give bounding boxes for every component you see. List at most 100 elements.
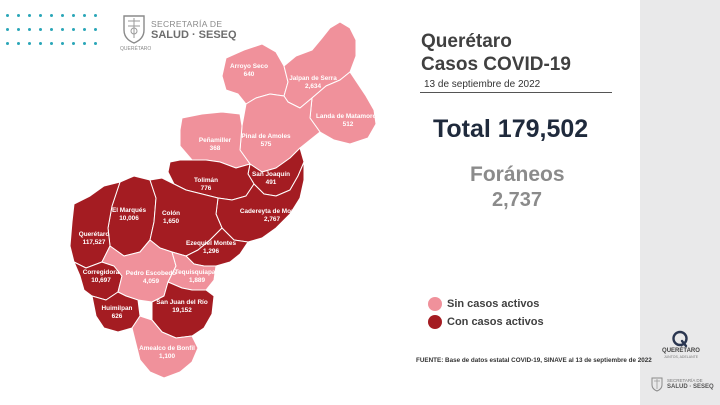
- map-title: Querétaro: [421, 31, 512, 52]
- label-san-joaquin: San Joaquín 491: [252, 171, 290, 186]
- queretaro-q-icon: [672, 330, 688, 348]
- title-divider: [420, 92, 612, 93]
- label-tequisquiapan: Tequisquiapan 1,889: [175, 269, 220, 284]
- decorative-dot: [61, 14, 64, 17]
- foraneos-label: Foráneos: [470, 163, 565, 186]
- label-toliman: Tolimán 776: [194, 177, 218, 192]
- decorative-dot: [72, 42, 75, 45]
- decorative-dot: [61, 28, 64, 31]
- report-date: 13 de septiembre de 2022: [424, 79, 541, 90]
- label-colon-name: Colón: [162, 210, 180, 217]
- label-penamiller-name: Peñamiller: [199, 137, 232, 144]
- label-pedro-cases: 4,059: [143, 278, 159, 285]
- label-toliman-name: Tolimán: [194, 177, 218, 184]
- org-line-3: QUERÉTARO: [120, 46, 152, 52]
- label-cadereyta-cases: 2,767: [264, 216, 280, 223]
- label-el-marques: El Marqués 10,006: [112, 207, 147, 222]
- region-tequisquiapan: [167, 251, 217, 291]
- label-ezequiel-name: Ezequiel Montes: [186, 240, 237, 247]
- label-tequisquiapan-cases: 1,889: [189, 277, 205, 284]
- queretaro-logo-tagline: JUNTOS, ADELANTE: [663, 355, 699, 359]
- label-landa-cases: 512: [343, 121, 354, 128]
- label-el-marques-cases: 10,006: [119, 215, 139, 222]
- decorative-dot: [61, 42, 64, 45]
- decorative-dot: [39, 14, 42, 17]
- region-amealco: [131, 315, 199, 379]
- label-pinal-cases: 575: [261, 141, 272, 148]
- legend-no-active-label: Sin casos activos: [447, 298, 540, 310]
- label-colon: Colón 1,650: [162, 210, 180, 225]
- label-pedro-name: Pedro Escobedo: [126, 270, 177, 277]
- label-san-juan-name: San Juan del Río: [156, 299, 208, 306]
- label-corregidora-name: Corregidora: [83, 269, 120, 276]
- side-org-line-2: SALUD · SESEQ: [667, 384, 714, 390]
- decorative-dot: [83, 42, 86, 45]
- label-arroyo-seco-name: Arroyo Seco: [230, 63, 268, 70]
- decorative-dot: [28, 42, 31, 45]
- label-jalpan: Jalpan de Serra 2,634: [289, 75, 337, 90]
- label-amealco-name: Amealco de Bonfil: [139, 345, 195, 352]
- decorative-dot: [83, 14, 86, 17]
- label-tequisquiapan-name: Tequisquiapan: [175, 269, 220, 276]
- label-pinal: Pinal de Amoles 575: [241, 133, 291, 148]
- side-org-line-1: SECRETARÍA DE: [667, 378, 703, 383]
- legend-no-active-swatch: [428, 297, 442, 311]
- legend-active-label: Con casos activos: [447, 316, 544, 328]
- decorative-dot: [94, 42, 97, 45]
- label-jalpan-cases: 2,634: [305, 83, 321, 90]
- decorative-dot: [83, 28, 86, 31]
- decorative-dot: [50, 14, 53, 17]
- label-corregidora-cases: 10,697: [91, 277, 111, 284]
- label-ezequiel-cases: 1,296: [203, 248, 219, 255]
- label-corregidora: Corregidora 10,697: [83, 269, 120, 284]
- source-note: FUENTE: Base de datos estatal COVID-19, …: [416, 357, 652, 364]
- label-san-joaquin-name: San Joaquín: [252, 171, 290, 178]
- decorative-dot: [50, 28, 53, 31]
- decorative-dot-grid: [6, 14, 106, 50]
- label-huimilpan: Huimilpan 626: [102, 305, 133, 320]
- label-penamiller: Peñamiller 368: [199, 137, 232, 152]
- queretaro-municipalities-map: Arroyo Seco 640 Jalpan de Serra 2,634 Land…: [70, 22, 380, 379]
- total-cases: Total 179,502: [433, 115, 589, 143]
- label-arroyo-seco: Arroyo Seco 640: [230, 63, 268, 78]
- decorative-dot: [72, 14, 75, 17]
- queretaro-logo-name: QUERÉTARO: [662, 348, 700, 354]
- map-subtitle: Casos COVID-19: [421, 54, 571, 75]
- label-ezequiel: Ezequiel Montes 1,296: [186, 240, 237, 255]
- decorative-dot: [17, 42, 20, 45]
- label-penamiller-cases: 368: [210, 145, 221, 152]
- decorative-dot: [28, 14, 31, 17]
- decorative-dot: [17, 14, 20, 17]
- side-seal-icon: [651, 377, 663, 392]
- legend-active-swatch: [428, 315, 442, 329]
- label-landa-name: Landa de Matamoros: [316, 113, 380, 120]
- decorative-dot: [6, 28, 9, 31]
- seseq-logo: SECRETARÍA DE SALUD · SESEQ QUERÉTARO: [120, 12, 240, 54]
- label-queretaro-cases: 117,527: [83, 239, 106, 246]
- org-line-1: SECRETARÍA DE: [151, 19, 223, 29]
- label-amealco-cases: 1,100: [159, 353, 175, 360]
- org-line-2: SALUD · SESEQ: [151, 29, 237, 41]
- region-landa: [309, 71, 377, 145]
- right-side-panel: [640, 0, 720, 405]
- label-san-joaquin-cases: 491: [266, 179, 277, 186]
- label-cadereyta: Cadereyta de Montes 2,767: [240, 208, 305, 223]
- decorative-dot: [39, 42, 42, 45]
- label-pinal-name: Pinal de Amoles: [241, 133, 291, 140]
- label-san-juan-cases: 19,152: [172, 307, 192, 314]
- decorative-dot: [6, 14, 9, 17]
- decorative-dot: [72, 28, 75, 31]
- decorative-dot: [94, 14, 97, 17]
- label-san-juan: San Juan del Río 19,152: [156, 299, 208, 314]
- label-huimilpan-name: Huimilpan: [102, 305, 133, 312]
- decorative-dot: [28, 28, 31, 31]
- decorative-dot: [39, 28, 42, 31]
- label-landa: Landa de Matamoros 512: [316, 113, 380, 128]
- label-arroyo-seco-cases: 640: [244, 71, 255, 78]
- label-el-marques-name: El Marqués: [112, 207, 147, 214]
- label-jalpan-name: Jalpan de Serra: [289, 75, 337, 82]
- foraneos-value: 2,737: [492, 189, 543, 211]
- label-pedro: Pedro Escobedo 4,059: [126, 270, 177, 285]
- decorative-dot: [50, 42, 53, 45]
- decorative-dot: [6, 42, 9, 45]
